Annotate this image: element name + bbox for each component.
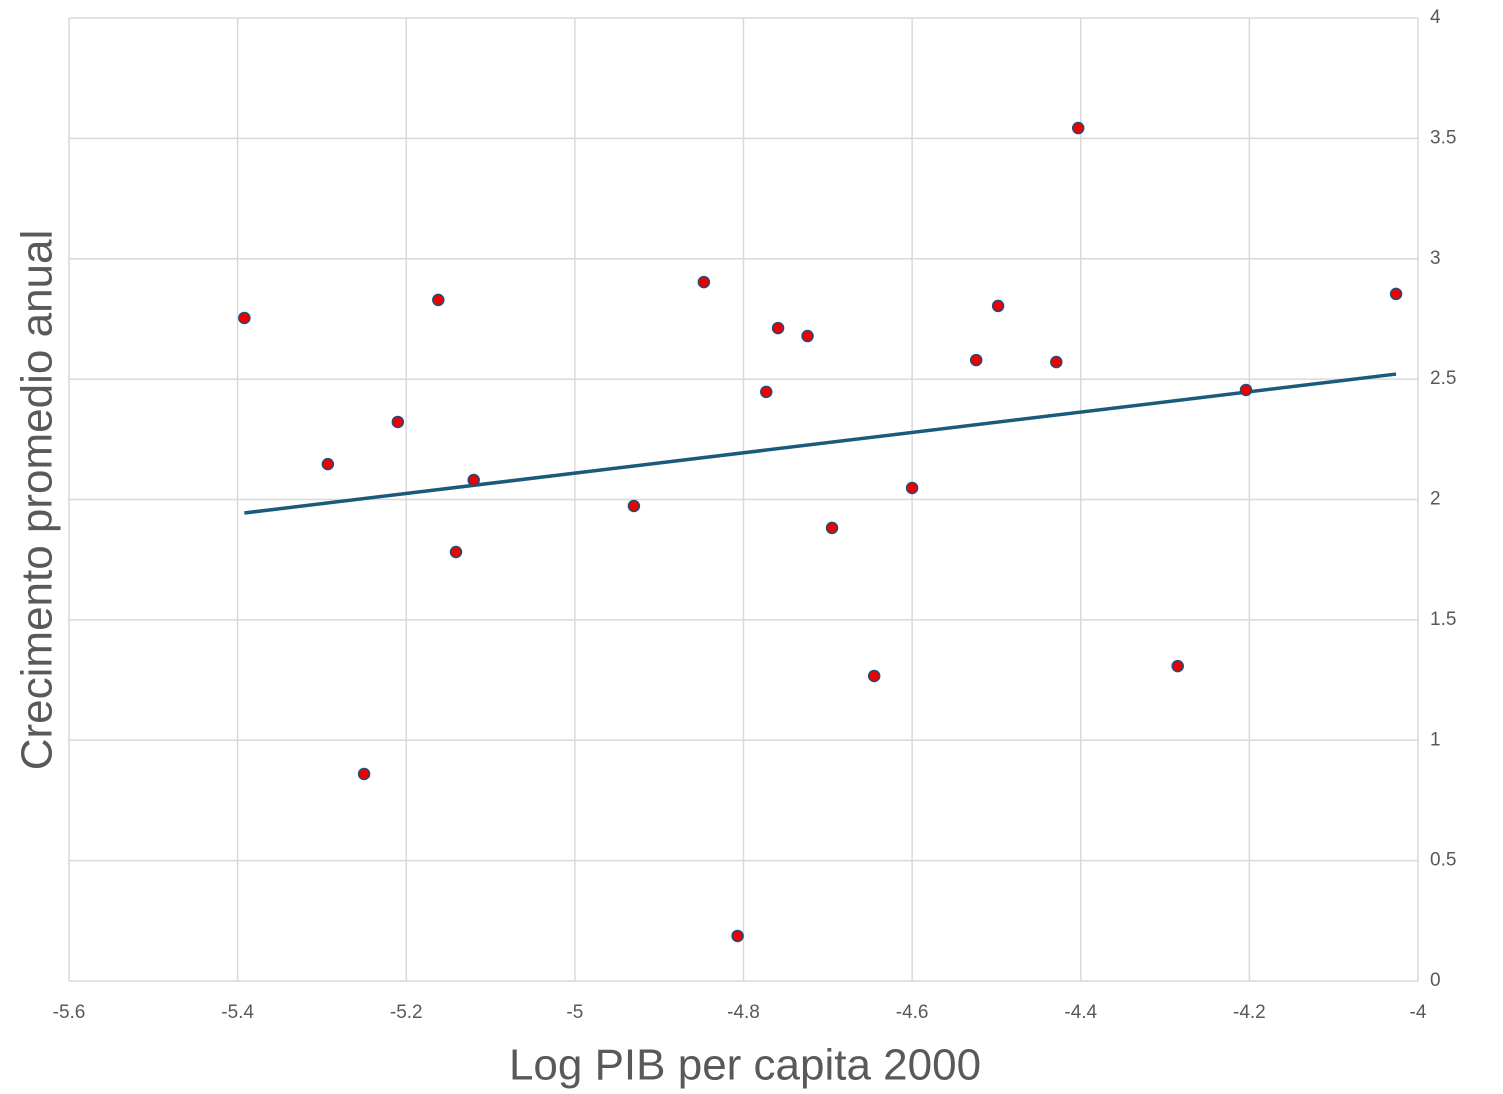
x-tick-label: -5.2	[390, 1002, 423, 1023]
data-point	[1050, 355, 1063, 369]
data-point	[627, 499, 641, 513]
data-point	[731, 929, 744, 943]
data-point	[801, 329, 814, 343]
y-tick-label: 4	[1430, 7, 1441, 28]
data-point	[760, 385, 773, 399]
y-tick-label: 1	[1430, 729, 1441, 750]
x-tick-label: -4.2	[1233, 1002, 1266, 1023]
data-point	[1389, 287, 1403, 301]
data-point	[771, 321, 785, 335]
y-tick-label: 0.5	[1430, 850, 1456, 871]
data-point	[905, 481, 919, 495]
y-tick-label: 3	[1430, 248, 1441, 269]
data-point	[432, 293, 445, 307]
data-point	[467, 473, 480, 487]
data-point	[867, 669, 881, 683]
y-axis-title: Crecimento promedio anual	[13, 230, 62, 771]
y-tick-label: 3.5	[1430, 127, 1456, 148]
data-point	[1239, 383, 1253, 397]
x-tick-label: -4.8	[727, 1002, 760, 1023]
x-axis-title: Log PIB per capita 2000	[509, 1041, 981, 1090]
y-tick-label: 0	[1430, 970, 1441, 991]
data-point	[969, 353, 983, 367]
y-tick-label: 2	[1430, 489, 1441, 510]
x-tick-label: -4.4	[1064, 1002, 1097, 1023]
x-tick-label: -5	[566, 1002, 583, 1023]
y-tick-label: 2.5	[1430, 368, 1456, 389]
data-point	[825, 521, 839, 535]
data-point	[391, 415, 405, 429]
x-tick-label: -5.4	[221, 1002, 254, 1023]
data-point	[1071, 121, 1085, 135]
data-point	[991, 299, 1005, 313]
data-point	[449, 545, 463, 559]
data-point	[238, 311, 251, 325]
x-tick-label: -4.6	[896, 1002, 929, 1023]
trendline	[244, 372, 1397, 515]
x-tick-label: -5.6	[53, 1002, 86, 1023]
data-point	[321, 457, 335, 471]
data-point	[697, 275, 711, 289]
data-point	[1171, 659, 1184, 673]
y-tick-label: 1.5	[1430, 609, 1456, 630]
data-point	[357, 767, 371, 781]
x-tick-label: -4	[1410, 1002, 1427, 1023]
